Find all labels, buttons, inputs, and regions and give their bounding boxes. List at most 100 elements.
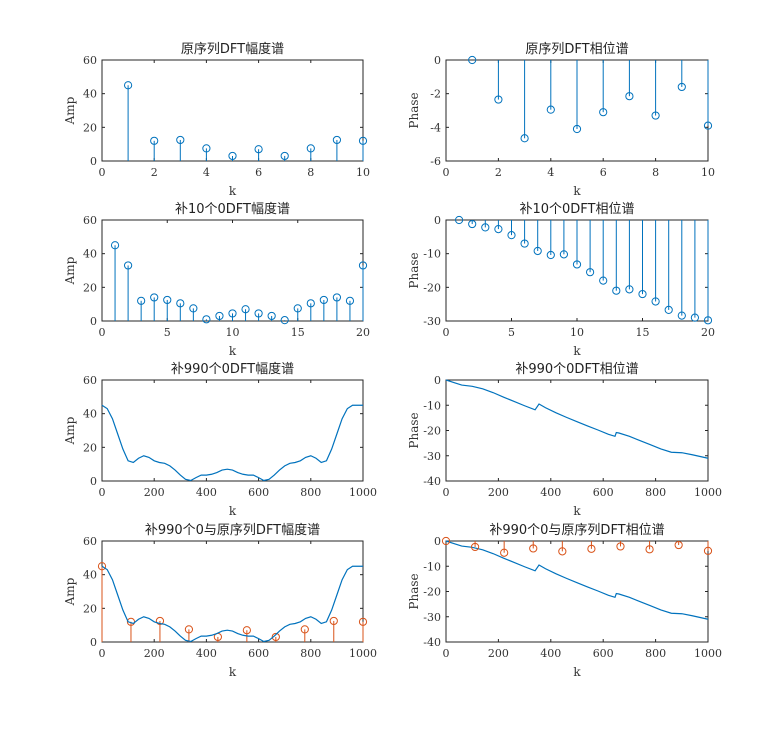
stem-marker bbox=[228, 151, 237, 161]
stem-marker bbox=[494, 95, 503, 104]
x-tick-label: 200 bbox=[144, 647, 165, 660]
stem-marker bbox=[332, 293, 341, 302]
stem-marker bbox=[329, 616, 338, 626]
x-tick-label: 1000 bbox=[349, 647, 377, 660]
stem-marker bbox=[215, 311, 224, 321]
y-tick-label: 20 bbox=[83, 121, 97, 134]
stem-marker bbox=[176, 299, 185, 308]
y-tick-label: -10 bbox=[423, 399, 441, 412]
stem-marker bbox=[97, 562, 107, 571]
stem-marker bbox=[481, 223, 490, 232]
y-tick-label: 60 bbox=[83, 214, 97, 227]
x-tick-label: 600 bbox=[248, 486, 269, 499]
x-tick-label: 600 bbox=[593, 647, 614, 660]
x-tick-label: 6 bbox=[600, 166, 607, 179]
stem-marker bbox=[155, 616, 165, 626]
y-tick-label: 20 bbox=[83, 602, 97, 615]
x-tick-label: 10 bbox=[570, 326, 584, 339]
stem-marker bbox=[677, 311, 686, 320]
axes-frame bbox=[101, 540, 364, 643]
x-tick-label: 10 bbox=[701, 166, 715, 179]
x-tick-label: 800 bbox=[300, 486, 321, 499]
x-tick-label: 6 bbox=[255, 166, 262, 179]
y-axis-label: Phase bbox=[407, 573, 421, 609]
x-tick-label: 8 bbox=[307, 166, 314, 179]
x-tick-label: 800 bbox=[645, 486, 666, 499]
stem-marker bbox=[358, 261, 368, 270]
chart-8: 0 200 400 600 800 1000 -40 -30 -20 -10 0 补990个0与原序列… bbox=[407, 523, 722, 679]
x-tick-label: 400 bbox=[540, 486, 561, 499]
y-tick-label: 40 bbox=[83, 569, 97, 582]
chart-title: 补10个0DFT幅度谱 bbox=[175, 201, 290, 217]
stem-marker bbox=[441, 536, 451, 546]
stem-marker bbox=[559, 250, 569, 259]
y-tick-label: 60 bbox=[83, 535, 97, 548]
chart-title: 原序列DFT相位谱 bbox=[525, 42, 628, 57]
chart-title: 补990个0DFT幅度谱 bbox=[171, 361, 294, 377]
y-tick-label: 0 bbox=[90, 475, 97, 488]
x-tick-label: 10 bbox=[226, 326, 240, 339]
y-axis-label: Amp bbox=[63, 416, 77, 445]
stem-marker bbox=[358, 136, 368, 145]
stem-marker bbox=[529, 544, 538, 553]
stem-marker bbox=[520, 239, 529, 248]
stem-marker bbox=[674, 540, 683, 550]
stem-marker bbox=[664, 305, 673, 314]
stem-marker bbox=[184, 625, 194, 634]
stem-marker bbox=[468, 55, 477, 65]
stem-marker bbox=[638, 289, 647, 299]
x-tick-label: 0 bbox=[443, 647, 450, 660]
stem-marker bbox=[300, 625, 309, 634]
stem-marker bbox=[124, 261, 133, 270]
y-tick-label: 0 bbox=[90, 636, 97, 649]
stem-marker bbox=[651, 111, 660, 120]
stem-marker bbox=[293, 304, 302, 313]
y-tick-label: -30 bbox=[423, 315, 441, 328]
series-1 bbox=[468, 55, 713, 143]
stem-marker bbox=[645, 545, 654, 554]
x-tick-label: 20 bbox=[701, 326, 715, 339]
stem-marker bbox=[202, 144, 211, 153]
stem-marker bbox=[703, 121, 713, 130]
chart-3: 0 5 10 15 20 0 20 40 60 补10个0DFT幅度谱 k Amp bbox=[63, 201, 370, 358]
y-tick-label: -40 bbox=[423, 636, 441, 649]
stem-marker bbox=[271, 632, 280, 642]
stem-marker bbox=[500, 548, 509, 557]
x-tick-label: 1000 bbox=[694, 647, 722, 660]
axes-frame bbox=[445, 540, 709, 643]
stem-marker bbox=[455, 215, 464, 225]
y-tick-label: -4 bbox=[430, 121, 441, 134]
x-axis-label: k bbox=[229, 665, 237, 679]
stem-marker bbox=[599, 276, 608, 285]
stem-marker bbox=[494, 224, 503, 234]
chart-title: 原序列DFT幅度谱 bbox=[181, 41, 284, 57]
chart-title: 补990个0与原序列DFT相位谱 bbox=[489, 523, 664, 538]
stem-marker bbox=[625, 92, 634, 101]
stem-marker bbox=[507, 231, 516, 240]
stem-marker bbox=[137, 296, 146, 305]
stem-marker bbox=[677, 82, 686, 92]
stem-marker bbox=[306, 144, 315, 153]
y-axis-label: Amp bbox=[63, 577, 77, 606]
stem-marker bbox=[254, 309, 263, 318]
y-tick-label: -6 bbox=[430, 155, 441, 168]
stem-marker bbox=[599, 108, 608, 117]
x-tick-label: 0 bbox=[99, 486, 106, 499]
stem-marker bbox=[651, 297, 660, 306]
y-axis-label: Amp bbox=[63, 256, 77, 285]
y-tick-label: 40 bbox=[83, 248, 97, 261]
x-tick-label: 1000 bbox=[694, 486, 722, 499]
y-tick-label: -10 bbox=[423, 560, 441, 573]
series-1 bbox=[124, 81, 368, 161]
x-axis-label: k bbox=[573, 504, 581, 518]
stem-marker bbox=[176, 135, 185, 145]
chart-5: 0 200 400 600 800 1000 0 20 40 60 补990个0DFT幅度谱 k Amp bbox=[63, 361, 377, 518]
stem-marker bbox=[345, 296, 355, 305]
stem-marker bbox=[572, 260, 582, 269]
chart-title: 补990个0与原序列DFT幅度谱 bbox=[145, 522, 320, 538]
chart-title: 补990个0DFT相位谱 bbox=[515, 362, 638, 377]
x-tick-label: 0 bbox=[99, 326, 106, 339]
x-tick-label: 0 bbox=[443, 326, 450, 339]
x-tick-label: 4 bbox=[203, 166, 210, 179]
y-tick-label: 0 bbox=[434, 214, 441, 227]
